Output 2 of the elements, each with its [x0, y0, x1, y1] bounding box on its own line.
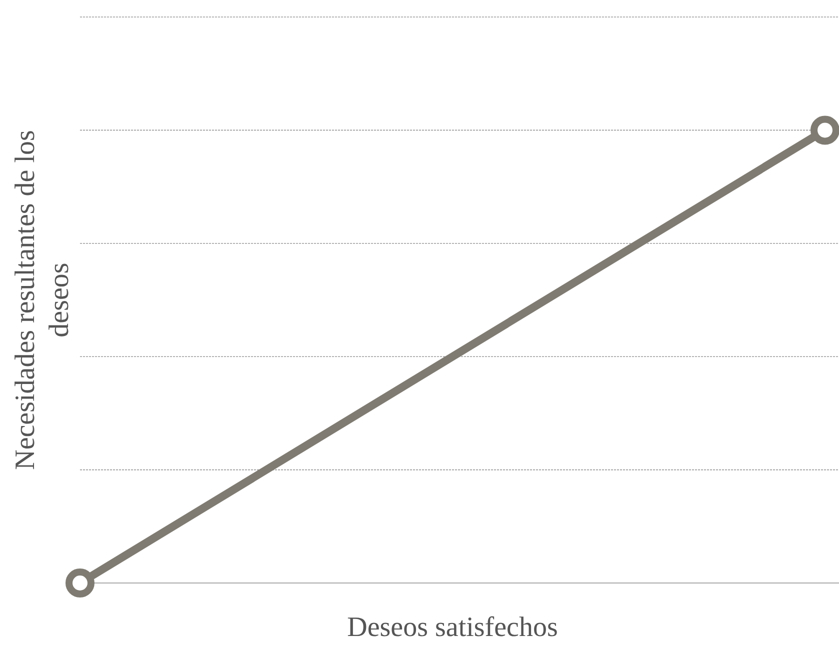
x-axis-title: Deseos satisfechos: [347, 612, 558, 643]
y-axis-title: Necesidades resultantes de los deseos: [10, 130, 75, 470]
